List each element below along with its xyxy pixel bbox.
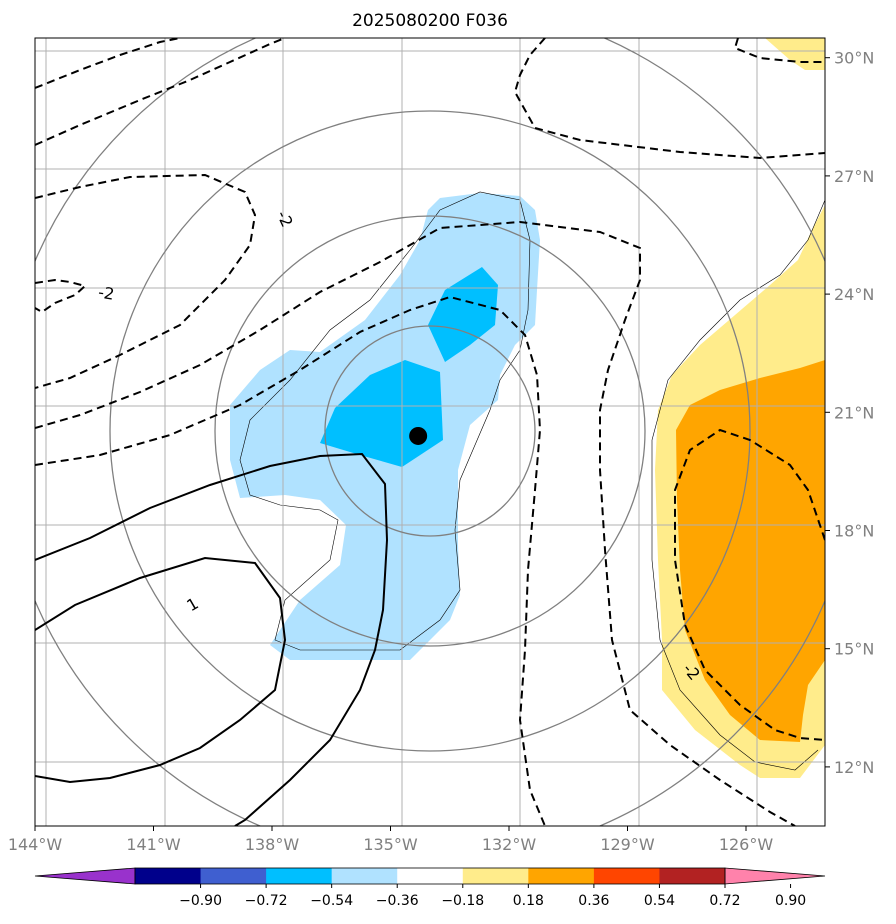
positive-anomaly-fill-strong	[676, 360, 825, 742]
lat-tick-label: 21°N	[834, 403, 874, 422]
colorbar-tick-label: 0.36	[578, 893, 609, 909]
colorbar-tick-label: 0.18	[513, 893, 544, 909]
colorbar-tick-label: −0.36	[376, 893, 419, 909]
lon-tick-label: 141°W	[126, 835, 181, 854]
anomaly-outline-west	[239, 191, 531, 651]
colorbar-swatch	[659, 868, 726, 884]
map-title: 2025080200 F036	[352, 11, 508, 31]
colorbar-tick-label: 0.90	[775, 893, 806, 909]
negative-contours	[35, 38, 825, 826]
colorbar-swatch	[528, 868, 595, 884]
colorbar-swatch	[462, 868, 529, 884]
colorbar-tick-label: 0.54	[644, 893, 675, 909]
colorbar-swatch	[397, 868, 464, 884]
lon-tick-label: 144°W	[8, 835, 63, 854]
contour-label: -2	[273, 208, 297, 230]
colorbar-tick-label: −0.54	[310, 893, 353, 909]
range-rings	[35, 38, 825, 826]
lon-tick-label: 129°W	[600, 835, 655, 854]
lon-tick-label: 132°W	[482, 835, 537, 854]
lon-tick-label: 135°W	[363, 835, 418, 854]
lat-tick-label: 27°N	[834, 167, 874, 186]
colorbar: −0.90 −0.72 −0.54 −0.36 −0.18 0.18 0.36 0.54 0.7…	[34, 867, 826, 909]
anomaly-outline-east	[651, 199, 825, 771]
lat-tick-label: 24°N	[834, 285, 874, 304]
colorbar-tick-label: −0.18	[441, 893, 484, 909]
latitude-axis: 30°N 27°N 24°N 21°N 18°N 15°N 12°N	[825, 49, 874, 777]
map-panel: -2 -2 1 -2	[35, 38, 825, 826]
colorbar-swatch	[135, 868, 202, 884]
positive-anomaly-fill-top	[765, 38, 825, 70]
positive-contours	[35, 452, 389, 826]
colorbar-tick-label: −0.90	[179, 893, 222, 909]
colorbar-extend-high	[724, 867, 826, 885]
lon-tick-label: 138°W	[245, 835, 300, 854]
colorbar-extend-low	[34, 867, 136, 885]
colorbar-tick-label: −0.72	[245, 893, 288, 909]
lat-tick-label: 12°N	[834, 758, 874, 777]
map-frame	[34, 37, 826, 827]
colorbar-tick-label: 0.72	[709, 893, 740, 909]
colorbar-swatch	[593, 868, 660, 884]
contour-labels: -2 -2 1 -2	[97, 208, 704, 684]
longitude-axis: 144°W 141°W 138°W 135°W 132°W 129°W 126°W	[8, 826, 774, 854]
lon-tick-label: 126°W	[719, 835, 774, 854]
colorbar-swatch	[266, 868, 333, 884]
colorbar-swatch	[200, 868, 267, 884]
storm-center-marker	[409, 426, 428, 445]
lat-tick-label: 30°N	[834, 49, 874, 68]
colorbar-swatch	[331, 868, 398, 884]
lat-tick-label: 18°N	[834, 522, 874, 541]
contour-label: -2	[97, 282, 116, 303]
colorbar-frame	[134, 867, 726, 885]
negative-anomaly-fill-upper	[428, 267, 498, 362]
lat-tick-label: 15°N	[834, 640, 874, 659]
